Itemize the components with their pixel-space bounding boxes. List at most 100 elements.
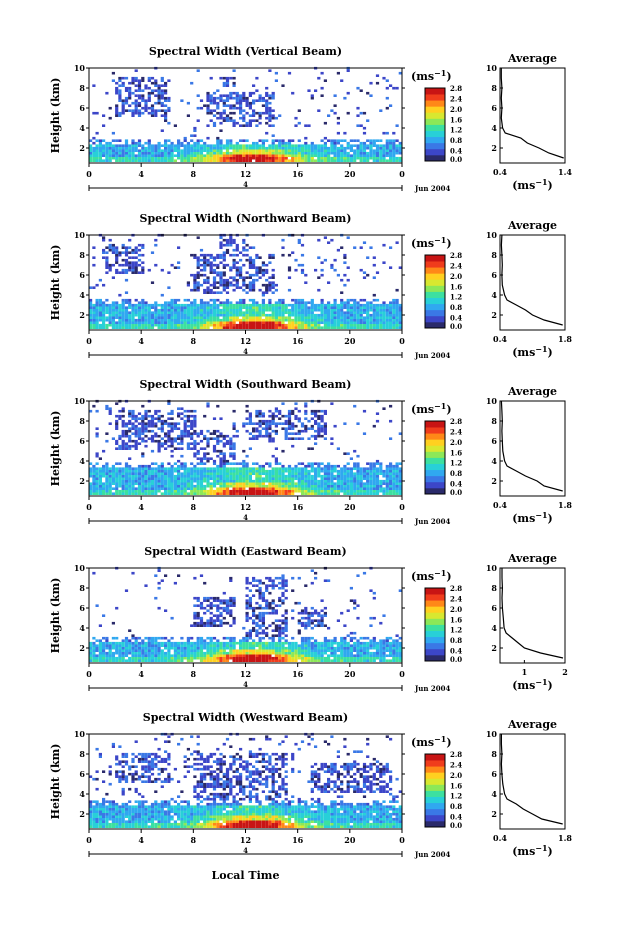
heat-cell: [193, 278, 197, 282]
heat-cell: [232, 151, 236, 155]
heat-cell: [118, 482, 122, 485]
heat-cell: [268, 464, 272, 468]
heat-cell: [304, 424, 308, 428]
heat-cell: [265, 477, 269, 480]
heat-cell: [128, 629, 132, 632]
heat-cell: [137, 149, 142, 152]
heat-cell: [98, 457, 102, 460]
heat-cell: [229, 452, 233, 455]
average-unit: (ms−1): [512, 344, 553, 359]
heat-cell: [196, 149, 200, 152]
heat-cell: [150, 81, 155, 85]
heat-cell: [330, 311, 334, 314]
heat-cell: [343, 139, 347, 142]
colorbar-segment: [425, 94, 445, 101]
heat-cell: [304, 402, 308, 405]
heat-cell: [115, 86, 119, 90]
heat-cell: [177, 149, 181, 152]
heat-cell: [265, 278, 269, 282]
heat-cell: [121, 651, 125, 655]
heat-cell: [340, 301, 344, 304]
heat-cell: [180, 477, 184, 480]
heat-cell: [395, 318, 399, 322]
heat-cell: [294, 432, 298, 435]
heat-cell: [121, 489, 125, 493]
heat-cell: [245, 248, 249, 252]
heat-cell: [258, 479, 262, 483]
heat-cell: [242, 469, 246, 473]
heat-cell: [268, 419, 272, 423]
heat-cell: [239, 477, 243, 480]
heat-cell: [304, 467, 308, 470]
y-tick-label: 2: [79, 143, 85, 153]
heat-cell: [271, 281, 275, 284]
heat-cell: [160, 579, 164, 582]
heat-cell: [170, 144, 174, 147]
heat-cell: [235, 306, 239, 309]
heat-cell: [340, 313, 344, 317]
heat-cell: [212, 286, 217, 289]
heat-cell: [232, 313, 236, 317]
heat-cell: [150, 414, 155, 418]
heat-cell: [274, 469, 278, 473]
heat-cell: [359, 321, 363, 324]
heat-cell: [150, 487, 155, 490]
heat-cell: [157, 586, 161, 590]
heat-cell: [124, 651, 129, 655]
heat-cell: [144, 316, 148, 319]
heat-cell: [265, 323, 269, 327]
heat-cell: [274, 313, 278, 317]
heat-cell: [346, 144, 350, 147]
heat-cell: [258, 484, 262, 488]
heat-cell: [199, 477, 204, 480]
heat-cell: [118, 159, 122, 162]
heat-cell: [92, 326, 96, 329]
heat-cell: [225, 469, 230, 473]
heat-cell: [314, 268, 318, 272]
heat-cell: [294, 316, 298, 319]
heat-cell: [131, 427, 135, 430]
heat-cell: [141, 261, 145, 264]
heat-cell: [268, 424, 272, 428]
heat-cell: [372, 479, 376, 483]
heat-cell: [95, 639, 99, 642]
heat-cell: [239, 487, 243, 490]
heat-cell: [222, 154, 226, 157]
heat-cell: [291, 424, 295, 428]
heat-cell: [137, 318, 142, 322]
heat-cell: [98, 144, 102, 147]
heat-cell: [108, 318, 112, 322]
heat-cell: [216, 313, 220, 317]
heat-cell: [300, 321, 305, 324]
heat-cell: [137, 477, 142, 480]
heat-cell: [183, 464, 187, 468]
heat-cell: [294, 268, 298, 272]
heat-cell: [375, 477, 380, 480]
heat-cell: [300, 489, 305, 493]
heat-cell: [154, 651, 158, 655]
heat-cell: [232, 482, 236, 485]
heat-cell: [320, 261, 324, 264]
heat-cell: [252, 273, 256, 277]
heat-cell: [327, 281, 331, 284]
heat-cell: [89, 646, 93, 650]
heat-cell: [287, 482, 292, 485]
heat-cell: [287, 477, 292, 480]
heat-cell: [225, 159, 230, 162]
heat-cell: [164, 659, 168, 662]
heat-cell: [369, 487, 373, 490]
heat-cell: [278, 301, 282, 304]
heat-cell: [98, 149, 102, 152]
heat-cell: [222, 482, 226, 485]
heat-cell: [278, 326, 282, 329]
heat-cell: [170, 412, 174, 415]
heat-cell: [284, 159, 288, 162]
heat-cell: [219, 311, 223, 314]
heat-cell: [232, 156, 236, 160]
heat-cell: [372, 464, 376, 468]
heat-cell: [330, 139, 334, 142]
heat-cell: [304, 487, 308, 490]
heat-cell: [271, 323, 275, 327]
heat-cell: [222, 99, 226, 102]
heat-cell: [92, 482, 96, 485]
